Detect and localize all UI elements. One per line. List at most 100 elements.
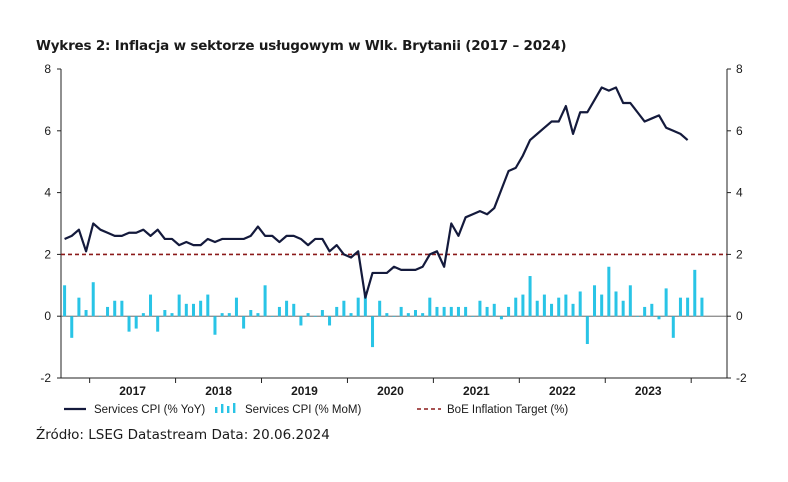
- mom-bar: [127, 316, 131, 332]
- mom-bar: [406, 313, 410, 317]
- y-tick-label-left: 2: [44, 247, 51, 261]
- mom-bar: [428, 297, 432, 317]
- legend-label: Services CPI (% MoM): [245, 404, 361, 416]
- mom-bar: [63, 285, 67, 317]
- mom-bar: [313, 316, 317, 317]
- mom-bar: [206, 294, 210, 317]
- mom-bar: [120, 300, 124, 317]
- mom-bar: [70, 316, 74, 338]
- mom-bar: [199, 300, 203, 317]
- y-tick-label-left: 6: [44, 124, 51, 138]
- mom-bar: [578, 291, 582, 317]
- mom-bar: [292, 303, 296, 317]
- mom-bar: [521, 294, 525, 317]
- mom-bar: [320, 310, 324, 317]
- mom-bar: [628, 285, 632, 317]
- mom-bar: [299, 316, 303, 326]
- mom-bar: [657, 316, 661, 320]
- legend-swatch-mom: [227, 406, 230, 413]
- mom-bar: [528, 276, 532, 317]
- mom-bar: [91, 282, 95, 317]
- mom-bar: [507, 306, 511, 317]
- mom-bar: [356, 297, 360, 317]
- chart-title: Wykres 2: Inflacja w sektorze usługowym …: [36, 38, 567, 54]
- y-tick-label-right: -2: [736, 371, 747, 385]
- y-tick-label-right: 8: [736, 62, 743, 76]
- y-tick-label-right: 6: [736, 124, 743, 138]
- mom-bar: [607, 266, 611, 317]
- y-tick-label-left: 0: [44, 309, 51, 323]
- mom-bar: [98, 316, 102, 317]
- mom-bar: [593, 285, 597, 317]
- y-tick-label-right: 2: [736, 247, 743, 261]
- y-tick-label-left: 4: [44, 186, 51, 200]
- mom-bar: [328, 316, 332, 326]
- x-tick-label: 2021: [463, 384, 490, 398]
- mom-bar: [113, 300, 117, 317]
- mom-bar: [571, 303, 575, 317]
- mom-bar: [449, 306, 453, 317]
- mom-bar: [349, 313, 353, 317]
- mom-bar: [170, 313, 174, 317]
- legend-swatch-mom: [233, 403, 236, 413]
- mom-bars: [63, 266, 704, 348]
- mom-bar: [234, 297, 238, 317]
- mom-bar: [242, 316, 246, 329]
- mom-bar: [678, 297, 682, 317]
- mom-bar: [191, 303, 195, 317]
- mom-bar: [385, 313, 389, 317]
- mom-bar: [163, 310, 167, 317]
- mom-bar: [478, 300, 482, 317]
- mom-bar: [671, 316, 675, 338]
- mom-bar: [700, 297, 704, 317]
- mom-bar: [456, 306, 460, 317]
- mom-bar: [557, 297, 561, 317]
- mom-bar: [84, 310, 88, 317]
- mom-bar: [471, 316, 475, 317]
- mom-bar: [270, 316, 274, 317]
- mom-bar: [693, 269, 697, 317]
- legend: Services CPI (% YoY) Services CPI (% MoM)…: [64, 403, 568, 416]
- source-note: Źródło: LSEG Datastream Data: 20.06.2024: [36, 427, 330, 443]
- mom-bar: [635, 316, 639, 317]
- x-tick-label: 2023: [635, 384, 662, 398]
- chart-canvas: -2 0 2 4 6 8 -2 0 2 4 6 8 2017 2018 2019 2020 2021 2022 20…: [40, 62, 747, 416]
- mom-bar: [643, 306, 647, 317]
- mom-bar: [621, 300, 625, 317]
- mom-bar: [177, 294, 181, 317]
- mom-bar: [585, 316, 589, 345]
- x-tick-label: 2019: [291, 384, 318, 398]
- mom-bar: [249, 310, 253, 317]
- mom-bar: [371, 316, 375, 348]
- mom-bar: [413, 310, 417, 317]
- mom-bar: [285, 300, 289, 317]
- legend-label: Services CPI (% YoY): [94, 404, 205, 416]
- mom-bar: [499, 316, 503, 320]
- mom-bar: [378, 300, 382, 317]
- mom-bar: [227, 313, 231, 317]
- mom-bar: [421, 313, 425, 317]
- mom-bar: [220, 313, 224, 317]
- mom-bar: [492, 303, 496, 317]
- mom-bar: [542, 294, 546, 317]
- legend-label: BoE Inflation Target (%): [447, 404, 568, 416]
- x-tick-label: 2020: [377, 384, 404, 398]
- mom-bar: [550, 303, 554, 317]
- mom-bar: [650, 303, 654, 317]
- mom-bar: [213, 316, 217, 335]
- mom-bar: [686, 297, 690, 317]
- x-tick-label: 2022: [549, 384, 576, 398]
- mom-bar: [485, 306, 489, 317]
- mom-bar: [335, 306, 339, 317]
- mom-bar: [564, 294, 568, 317]
- yoy-line-group: [64, 86, 689, 299]
- mom-bar: [77, 297, 81, 317]
- mom-bar: [184, 303, 188, 317]
- mom-bar: [399, 306, 403, 317]
- mom-bar: [156, 316, 160, 332]
- mom-bar: [600, 294, 604, 317]
- yoy-line: [64, 86, 689, 299]
- y-tick-label-left: -2: [40, 371, 51, 385]
- chart-axes: -2 0 2 4 6 8 -2 0 2 4 6 8 2017 2018 2019 2020 2021 2022 20…: [40, 62, 747, 398]
- mom-bar: [277, 306, 281, 317]
